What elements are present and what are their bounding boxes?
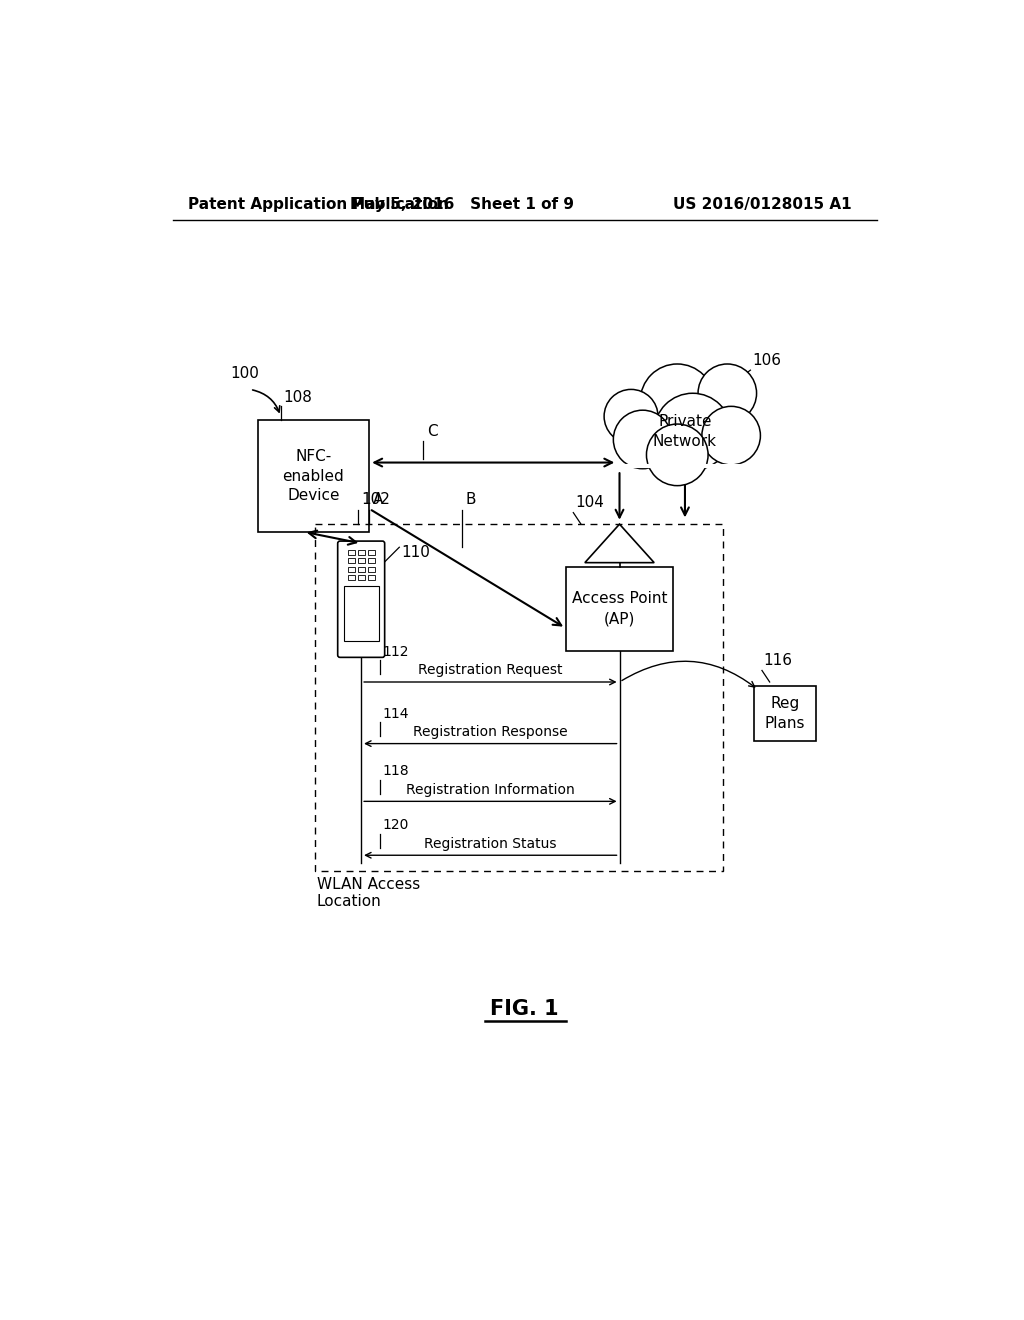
Text: 104: 104 [574,495,604,511]
Text: 110: 110 [400,545,430,560]
Circle shape [698,364,757,422]
Bar [755,686,816,742]
Bar [357,566,365,572]
Text: FIG. 1: FIG. 1 [490,999,559,1019]
Text: B: B [466,492,476,507]
Text: Registration Status: Registration Status [424,837,557,850]
Bar [348,576,354,581]
Text: Private
Network: Private Network [653,414,717,449]
Bar [565,566,674,651]
Text: 112: 112 [383,645,410,659]
Text: WLAN Access: WLAN Access [316,876,420,892]
Text: Registration Request: Registration Request [418,664,562,677]
Text: 100: 100 [230,366,259,381]
Bar [368,576,375,581]
Bar [315,524,724,871]
Text: US 2016/0128015 A1: US 2016/0128015 A1 [673,197,851,213]
Text: 106: 106 [752,352,781,368]
Text: Access Point
(AP): Access Point (AP) [571,591,668,626]
Text: 120: 120 [383,818,410,832]
Bar [357,558,365,564]
Text: May 5, 2016   Sheet 1 of 9: May 5, 2016 Sheet 1 of 9 [349,197,573,213]
Bar [348,549,354,554]
Text: Reg
Plans: Reg Plans [765,696,805,731]
Text: Registration Response: Registration Response [413,725,567,739]
Bar [344,586,379,642]
Circle shape [646,424,708,486]
Text: Registration Information: Registration Information [406,783,574,797]
Bar [348,558,354,564]
Circle shape [640,364,714,438]
Bar [357,549,365,554]
Bar [368,558,375,564]
Text: NFC-
enabled
Device: NFC- enabled Device [283,449,344,503]
Bar [368,566,375,572]
Text: C: C [427,425,437,440]
Text: Patent Application Publication: Patent Application Publication [188,197,450,213]
Text: 118: 118 [383,764,410,779]
Circle shape [701,407,761,465]
Text: Location: Location [316,894,382,908]
Circle shape [613,411,672,469]
Circle shape [604,389,658,444]
Text: 116: 116 [764,653,793,668]
Bar [357,576,365,581]
Bar [348,566,354,572]
Bar [368,549,375,554]
FancyBboxPatch shape [338,541,385,657]
Bar [258,420,370,532]
Text: A: A [373,492,383,507]
Circle shape [654,393,731,470]
Text: 108: 108 [284,389,312,405]
Ellipse shape [617,385,753,470]
Text: 102: 102 [361,492,390,507]
Text: 114: 114 [383,706,410,721]
